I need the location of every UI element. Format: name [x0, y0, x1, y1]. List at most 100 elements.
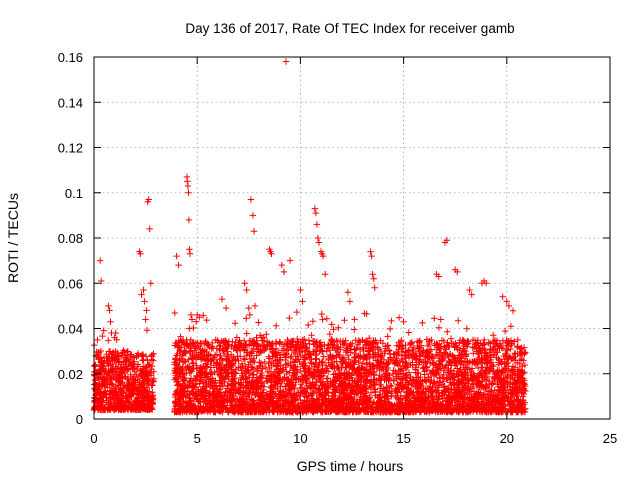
- data-point: [455, 408, 463, 416]
- data-point: [270, 397, 277, 405]
- data-point: [340, 357, 347, 364]
- data-point: [280, 389, 288, 396]
- data-point: [310, 340, 317, 348]
- data-point: [242, 341, 249, 348]
- data-point: [386, 354, 394, 361]
- data-point: [182, 400, 190, 407]
- data-point: [177, 333, 184, 340]
- data-point: [334, 400, 342, 407]
- data-point: [201, 365, 209, 373]
- data-point: [402, 348, 409, 355]
- data-point: [122, 354, 129, 361]
- data-point: [103, 353, 110, 360]
- data-point: [253, 352, 260, 359]
- data-point: [118, 388, 125, 395]
- data-point: [105, 368, 112, 376]
- data-point: [268, 382, 276, 389]
- data-point: [190, 324, 197, 332]
- data-point: [387, 382, 394, 389]
- data-point: [309, 337, 317, 345]
- data-point: [334, 345, 341, 352]
- data-point: [198, 389, 205, 396]
- data-point: [108, 381, 115, 388]
- data-point: [463, 386, 471, 393]
- data-point: [286, 369, 293, 376]
- data-point: [275, 395, 283, 403]
- data-point: [203, 316, 210, 324]
- data-point: [121, 349, 128, 356]
- data-point: [360, 366, 367, 373]
- data-point: [227, 360, 234, 368]
- data-point: [357, 352, 364, 359]
- data-point: [186, 395, 194, 402]
- data-point: [302, 355, 309, 363]
- data-point: [301, 336, 308, 343]
- data-point: [148, 382, 155, 389]
- data-point: [313, 407, 320, 414]
- data-point: [507, 375, 514, 382]
- data-point: [288, 338, 295, 345]
- data-point: [381, 387, 388, 394]
- data-point: [138, 383, 145, 390]
- data-point: [214, 337, 221, 344]
- data-point: [127, 371, 134, 378]
- data-point: [200, 405, 207, 412]
- data-point: [408, 340, 415, 347]
- data-point: [344, 375, 351, 382]
- data-point: [492, 369, 500, 377]
- data-point: [352, 353, 360, 360]
- data-point: [297, 404, 305, 411]
- data-point: [327, 340, 334, 348]
- data-point: [465, 406, 472, 413]
- data-point: [309, 318, 317, 325]
- data-point: [490, 332, 497, 339]
- data-point: [466, 358, 474, 365]
- data-point: [146, 388, 153, 395]
- data-point: [502, 374, 510, 381]
- data-point: [250, 345, 257, 352]
- data-point: [269, 345, 276, 352]
- data-point: [211, 388, 218, 396]
- data-point: [113, 394, 121, 401]
- data-point: [237, 347, 244, 354]
- data-point: [174, 400, 182, 407]
- data-point: [287, 400, 295, 407]
- data-point: [483, 377, 490, 384]
- data-point: [501, 327, 509, 335]
- data-point: [303, 409, 310, 416]
- data-point: [372, 337, 379, 344]
- data-point: [186, 325, 193, 332]
- data-point: [109, 349, 116, 357]
- data-point: [238, 367, 245, 374]
- data-point: [219, 357, 226, 364]
- data-point: [335, 407, 342, 414]
- data-point: [419, 365, 427, 372]
- data-point: [335, 364, 342, 371]
- data-point: [405, 388, 413, 395]
- data-point: [190, 382, 197, 389]
- data-point: [189, 391, 196, 399]
- data-point: [251, 338, 258, 346]
- data-point: [207, 371, 214, 378]
- data-point: [177, 407, 184, 415]
- data-point: [320, 353, 327, 360]
- data-point: [478, 364, 485, 371]
- data-point: [455, 352, 463, 359]
- data-point: [339, 398, 346, 405]
- data-point: [439, 395, 446, 402]
- data-point: [428, 388, 436, 395]
- data-point: [212, 377, 219, 384]
- data-point: [195, 343, 203, 350]
- data-point: [484, 364, 492, 371]
- data-point: [455, 317, 462, 324]
- data-point: [288, 339, 296, 346]
- data-point: [179, 366, 186, 374]
- data-point: [464, 343, 471, 350]
- data-point: [403, 364, 410, 371]
- data-point: [148, 363, 156, 370]
- data-point: [392, 368, 399, 375]
- data-point: [488, 406, 495, 413]
- data-point: [323, 315, 330, 322]
- data-point: [419, 319, 426, 327]
- data-point: [131, 384, 138, 391]
